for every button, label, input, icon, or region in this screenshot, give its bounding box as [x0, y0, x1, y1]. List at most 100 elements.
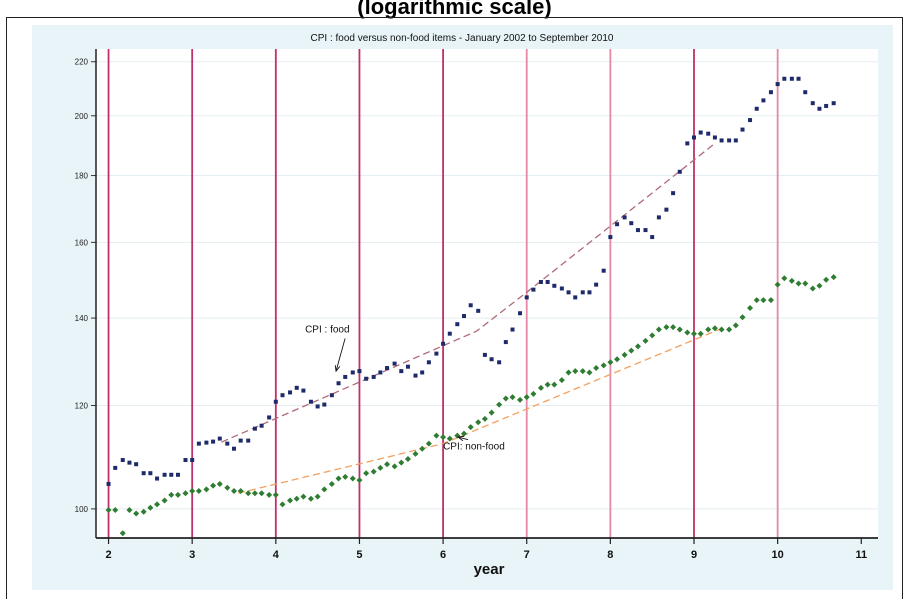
nonfood-point-29 [307, 495, 314, 502]
nonfood-point-95 [767, 297, 774, 304]
axes: 100 120 140 160 180 200 220 2 3 4 5 6 7 8 9 10 11 [75, 49, 878, 561]
food-point-104 [831, 101, 836, 106]
nonfood-point-16 [216, 480, 223, 487]
nonfood-point-10 [174, 491, 181, 498]
food-point-46 [426, 360, 431, 365]
nonfood-point-12 [189, 488, 196, 495]
x-tick-label-6: 6 [440, 549, 446, 561]
nonfood-point-91 [739, 314, 746, 321]
nonfood-point-48 [440, 434, 447, 441]
food-point-28 [301, 388, 306, 393]
food-point-9 [169, 472, 174, 477]
nonfood-point-99 [795, 280, 802, 287]
food-point-0 [106, 481, 111, 486]
food-point-6 [148, 471, 153, 476]
food-point-48 [441, 341, 446, 346]
annotation-arrowhead-0 [334, 365, 341, 373]
nonfood-point-104 [830, 274, 837, 281]
food-point-84 [692, 135, 696, 140]
food-point-24 [273, 399, 278, 404]
nonfood-point-1 [112, 507, 119, 514]
nonfood-point-17 [224, 484, 231, 491]
annotation-label-0: CPI : food [305, 324, 349, 335]
food-point-31 [322, 402, 327, 407]
nonfood-point-86 [705, 326, 712, 333]
food-point-80 [664, 207, 669, 212]
nonfood-point-21 [251, 490, 258, 497]
nonfood-point-101 [809, 285, 816, 292]
annotation-arrow-0 [335, 338, 346, 372]
trend-lines [221, 142, 720, 494]
nonfood-point-93 [753, 297, 760, 304]
nonfood-point-28 [300, 493, 307, 500]
food-point-11 [183, 458, 188, 463]
data-points [105, 76, 837, 537]
food-point-26 [288, 390, 293, 395]
nonfood-point-62 [537, 384, 544, 391]
nonfood-point-82 [676, 326, 683, 333]
nonfood-point-45 [419, 445, 426, 452]
food-point-79 [656, 215, 661, 220]
food-point-61 [531, 287, 536, 292]
grid-lines [96, 61, 878, 510]
nonfood-point-46 [425, 440, 432, 447]
food-point-65 [559, 286, 564, 291]
nonfood-point-81 [670, 324, 677, 331]
nonfood-point-64 [551, 381, 558, 388]
food-point-74 [622, 215, 627, 220]
food-point-81 [671, 191, 676, 196]
nonfood-point-78 [649, 332, 656, 339]
nonfood-point-27 [293, 495, 300, 502]
nonfood-point-73 [614, 356, 621, 363]
nonfood-point-52 [467, 424, 474, 431]
y-tick-label-120: 120 [75, 402, 89, 411]
food-point-1 [113, 465, 118, 470]
nonfood-point-0 [105, 507, 112, 514]
nonfood-trend-line [238, 328, 720, 494]
food-point-87 [712, 135, 717, 140]
chart-frame [6, 17, 903, 599]
nonfood-point-18 [231, 488, 237, 495]
nonfood-point-25 [279, 501, 286, 508]
food-point-97 [782, 76, 787, 81]
food-point-10 [175, 472, 180, 477]
food-point-8 [162, 472, 167, 477]
food-point-82 [677, 169, 682, 174]
x-tick-label-3: 3 [189, 549, 195, 561]
nonfood-point-15 [210, 482, 217, 489]
y-tick-label-160: 160 [75, 238, 89, 247]
food-point-52 [468, 303, 473, 308]
nonfood-point-22 [258, 490, 265, 497]
nonfood-point-49 [446, 435, 453, 442]
food-point-7 [155, 476, 160, 481]
food-point-57 [503, 340, 508, 345]
x-tick-label-7: 7 [524, 549, 530, 561]
nonfood-point-4 [133, 510, 140, 517]
nonfood-point-83 [684, 329, 691, 336]
food-point-62 [538, 279, 543, 284]
y-tick-label-180: 180 [75, 172, 89, 181]
food-point-55 [489, 357, 494, 362]
nonfood-point-70 [593, 365, 600, 372]
food-point-53 [476, 308, 481, 313]
nonfood-point-60 [523, 394, 530, 401]
nonfood-point-97 [781, 275, 788, 282]
nonfood-point-13 [195, 488, 202, 495]
nonfood-point-76 [634, 343, 641, 350]
nonfood-point-92 [747, 305, 754, 312]
food-point-71 [601, 268, 606, 273]
x-tick-label-5: 5 [356, 549, 362, 561]
food-point-36 [357, 369, 362, 374]
nonfood-point-26 [287, 497, 294, 504]
nonfood-point-65 [558, 377, 565, 384]
nonfood-point-102 [816, 282, 823, 289]
nonfood-point-85 [697, 330, 704, 337]
nonfood-point-43 [404, 455, 411, 462]
nonfood-point-53 [475, 419, 482, 426]
food-point-38 [371, 374, 376, 379]
food-trend-line [221, 142, 716, 443]
nonfood-point-40 [384, 461, 391, 468]
nonfood-point-36 [356, 477, 363, 484]
food-point-25 [280, 393, 285, 398]
nonfood-point-35 [349, 475, 356, 482]
